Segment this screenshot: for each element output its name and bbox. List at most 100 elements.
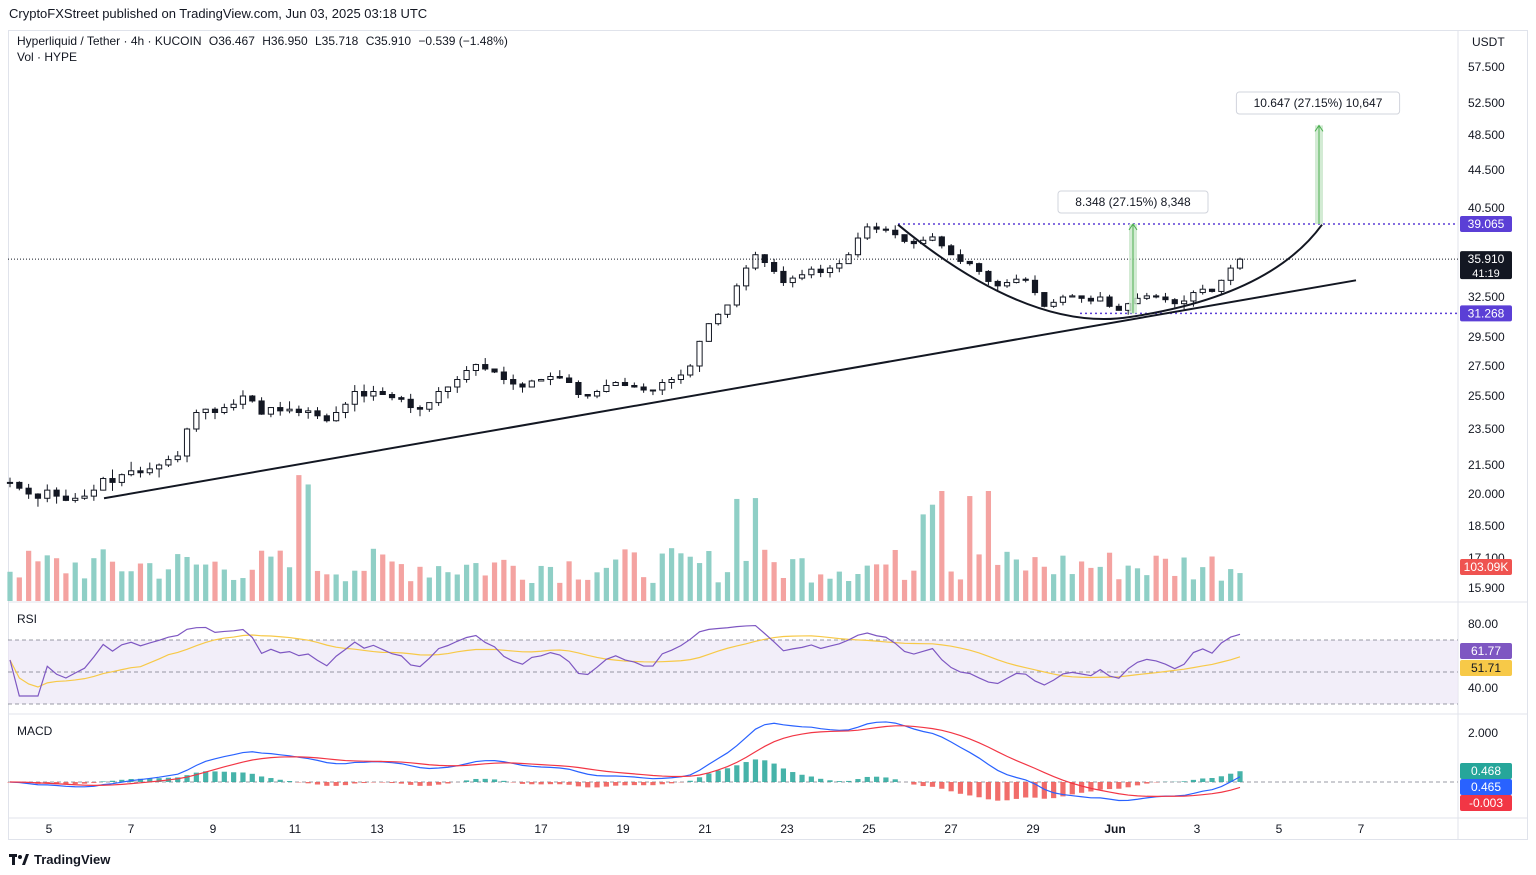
macd-line xyxy=(9,721,1241,802)
macd-histogram-bar xyxy=(519,782,526,784)
volume-bar xyxy=(1013,559,1019,601)
macd-histogram-bar xyxy=(762,760,768,782)
candle-body xyxy=(407,398,414,409)
macd-histogram-bar xyxy=(184,775,190,782)
macd-histogram-bar xyxy=(445,782,451,784)
macd-histogram-bar xyxy=(846,780,852,782)
volume-bar xyxy=(1181,557,1187,601)
macd-histogram-bar xyxy=(1125,782,1131,788)
macd-histogram-bar xyxy=(277,779,283,782)
candle-body xyxy=(519,383,526,388)
macd-histogram-bar xyxy=(1200,778,1206,782)
volume-bar xyxy=(81,578,88,601)
rsi-ma-value-tag: 51.71 xyxy=(1471,661,1501,675)
candle-body xyxy=(994,280,1001,287)
volume-bar xyxy=(212,561,218,601)
macd-histogram-bar xyxy=(939,782,945,789)
volume-bar xyxy=(668,548,675,601)
measure-arrow-2-arrowhead xyxy=(1314,124,1324,132)
x-tick-label: 9 xyxy=(210,822,217,836)
signal-line xyxy=(9,725,1241,797)
rsi-tick-label: 80.00 xyxy=(1468,617,1498,631)
last-price-tag-sub: 41:19 xyxy=(1472,268,1500,280)
volume-bar xyxy=(1069,574,1075,601)
volume-bar xyxy=(63,573,69,601)
candle-body xyxy=(901,234,908,242)
volume-bar xyxy=(622,549,628,601)
volume-bar xyxy=(827,578,833,601)
macd-histogram-bar xyxy=(314,782,321,785)
volume-bar xyxy=(519,579,526,601)
volume-bar xyxy=(808,582,814,601)
macd-histogram-bar xyxy=(91,782,97,783)
candle-body xyxy=(882,228,890,231)
candle-body xyxy=(780,270,787,284)
macd-histogram-bar xyxy=(203,771,209,782)
symbol-legend: Hyperliquid / Tether · 4h · KUCOIN O36.4… xyxy=(17,34,512,48)
macd-hist-tag: 0.468 xyxy=(1471,764,1501,778)
macd-histogram-bar xyxy=(221,771,227,782)
volume-bar xyxy=(165,569,172,601)
volume-bar xyxy=(985,491,992,601)
candle-body xyxy=(211,408,219,414)
volume-bar xyxy=(380,554,386,601)
volume-bar xyxy=(1060,555,1066,601)
candle-body xyxy=(975,263,983,272)
high-value: H36.950 xyxy=(262,34,308,48)
macd-histogram-bar xyxy=(743,762,749,782)
volume-bar xyxy=(221,569,227,601)
candle-body xyxy=(677,374,685,380)
macd-histogram-bar xyxy=(361,782,367,784)
x-tick-label: 3 xyxy=(1194,822,1201,836)
candle-body xyxy=(798,274,806,279)
macd-histogram-bar xyxy=(985,782,992,800)
close-value: C35.910 xyxy=(365,34,412,48)
candle-body xyxy=(1143,295,1150,299)
level-tag-low: 31.268 xyxy=(1468,306,1505,320)
volume-bar xyxy=(864,565,870,601)
volume-bar xyxy=(631,552,637,601)
volume-bar xyxy=(706,551,712,601)
currency-label[interactable]: USDT xyxy=(1472,35,1505,49)
x-tick-label: 5 xyxy=(1276,822,1283,836)
candle-body xyxy=(155,464,163,470)
candle-body xyxy=(910,240,917,245)
volume-bar xyxy=(436,566,442,601)
macd-histogram-bar xyxy=(324,782,330,786)
candle-body xyxy=(379,391,386,395)
volume-bar xyxy=(1032,557,1038,601)
candle-body xyxy=(44,489,51,499)
volume-bar xyxy=(203,564,209,601)
macd-histogram-bar xyxy=(417,782,423,786)
volume-bar xyxy=(249,569,255,601)
volume-bar xyxy=(491,562,498,601)
macd-histogram-bar xyxy=(1228,773,1234,782)
volume-bar xyxy=(147,563,153,601)
macd-histogram-bar xyxy=(995,782,1001,801)
candle-body xyxy=(826,267,834,274)
candle-body xyxy=(174,455,181,461)
volume-bar xyxy=(408,581,414,601)
tradingview-footer: TradingView xyxy=(9,852,110,867)
macd-histogram-bar xyxy=(957,782,964,794)
macd-histogram-bar xyxy=(659,782,665,785)
symbol-title[interactable]: Hyperliquid / Tether · 4h · KUCOIN xyxy=(17,34,202,48)
macd-histogram-bar xyxy=(780,768,787,782)
macd-histogram-bar xyxy=(1088,782,1094,792)
macd-histogram-bar xyxy=(668,782,675,784)
volume-bar xyxy=(482,575,488,601)
volume-bar xyxy=(641,577,647,601)
volume-bar xyxy=(35,561,41,601)
candle-body xyxy=(892,229,899,236)
volume-bar xyxy=(1153,555,1159,601)
x-tick-label: 25 xyxy=(862,822,876,836)
level-tag-low-bg xyxy=(1460,305,1512,322)
macd-histogram-bar xyxy=(557,782,563,785)
x-tick-label: 11 xyxy=(289,822,302,836)
rsi-legend: RSI xyxy=(17,612,38,626)
y-tick-label: 15.900 xyxy=(1468,581,1505,595)
candle-body xyxy=(1236,258,1244,269)
rsi-value-tag: 61.77 xyxy=(1471,644,1501,658)
x-tick-label: 21 xyxy=(698,822,712,836)
